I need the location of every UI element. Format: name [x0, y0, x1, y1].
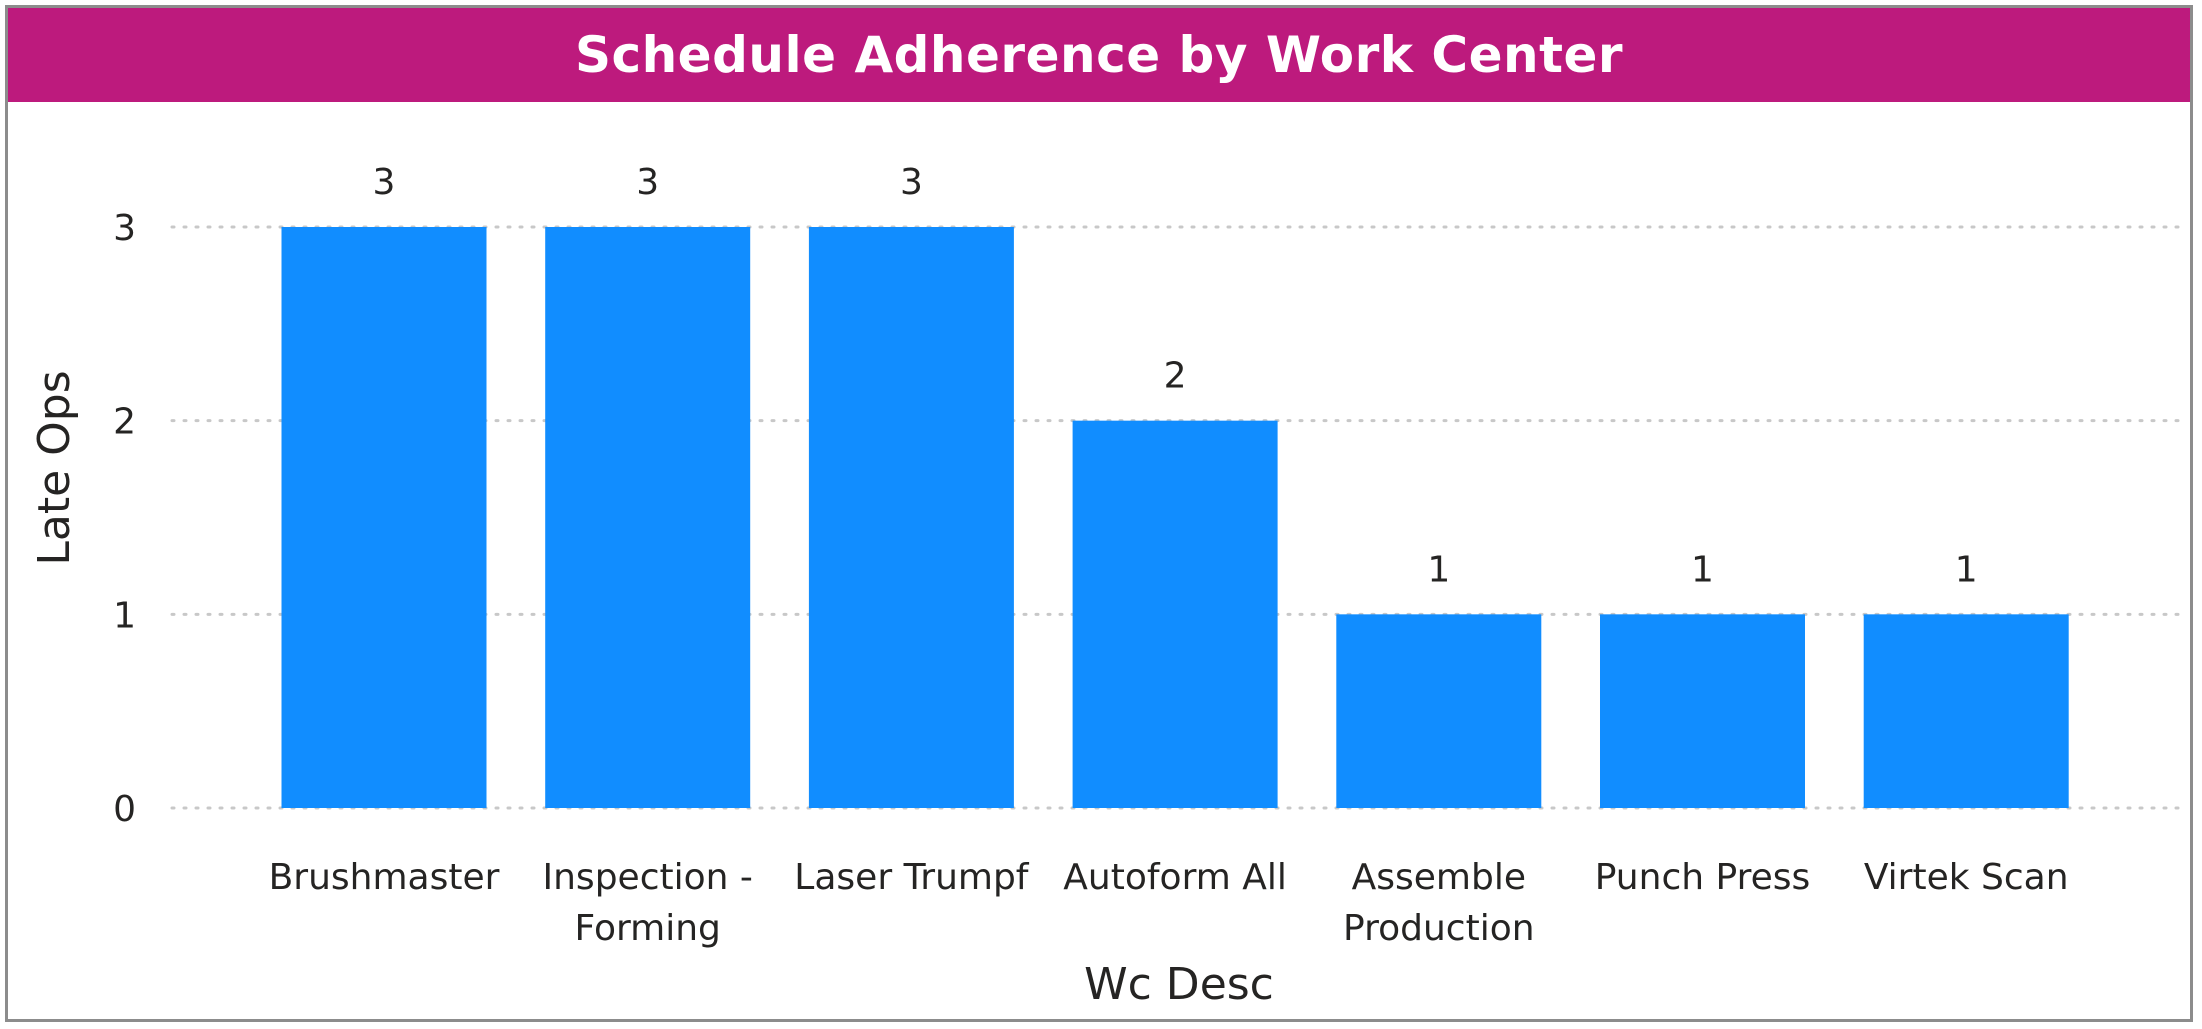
bar[interactable]	[808, 227, 1014, 808]
x-category-label: Virtek Scan	[1864, 857, 2069, 898]
data-label: 3	[900, 162, 923, 203]
y-tick-label: 1	[113, 595, 136, 636]
y-tick-label: 2	[113, 402, 136, 443]
bar[interactable]	[1600, 614, 1805, 808]
x-category-label: Autoform All	[1063, 857, 1287, 898]
chart-title-bar: Schedule Adherence by Work Center	[8, 8, 2190, 102]
bar[interactable]	[1336, 614, 1542, 808]
bar[interactable]	[1863, 614, 2069, 808]
bar[interactable]	[545, 227, 751, 808]
x-category-label: Laser Trumpf	[794, 857, 1030, 898]
data-label: 1	[1427, 549, 1450, 590]
data-label: 3	[373, 162, 396, 203]
bars	[281, 227, 2069, 808]
data-labels: 3 3 3 2 1 1 1	[373, 162, 1978, 590]
x-category-label: Brushmaster	[269, 857, 500, 898]
y-tick-label: 3	[113, 208, 136, 249]
data-label: 1	[1691, 549, 1714, 590]
bar[interactable]	[281, 227, 487, 808]
x-category-label: Assemble Production	[1343, 857, 1535, 949]
x-category-label: Punch Press	[1595, 857, 1811, 898]
x-category-label: Inspection -Forming	[543, 857, 753, 949]
x-axis-title: Wc Desc	[1084, 959, 1274, 1010]
y-tick-label: 0	[113, 789, 136, 830]
data-label: 3	[636, 162, 659, 203]
y-axis-title: Late Ops	[29, 370, 80, 565]
data-label: 1	[1955, 549, 1978, 590]
data-label: 2	[1164, 356, 1187, 397]
chart-title: Schedule Adherence by Work Center	[574, 26, 1624, 84]
y-axis-ticks: 0 1 2 3	[113, 208, 136, 830]
x-axis-categories: Brushmaster Inspection -Forming Laser Trum…	[269, 857, 2069, 949]
bar[interactable]	[1072, 420, 1278, 808]
